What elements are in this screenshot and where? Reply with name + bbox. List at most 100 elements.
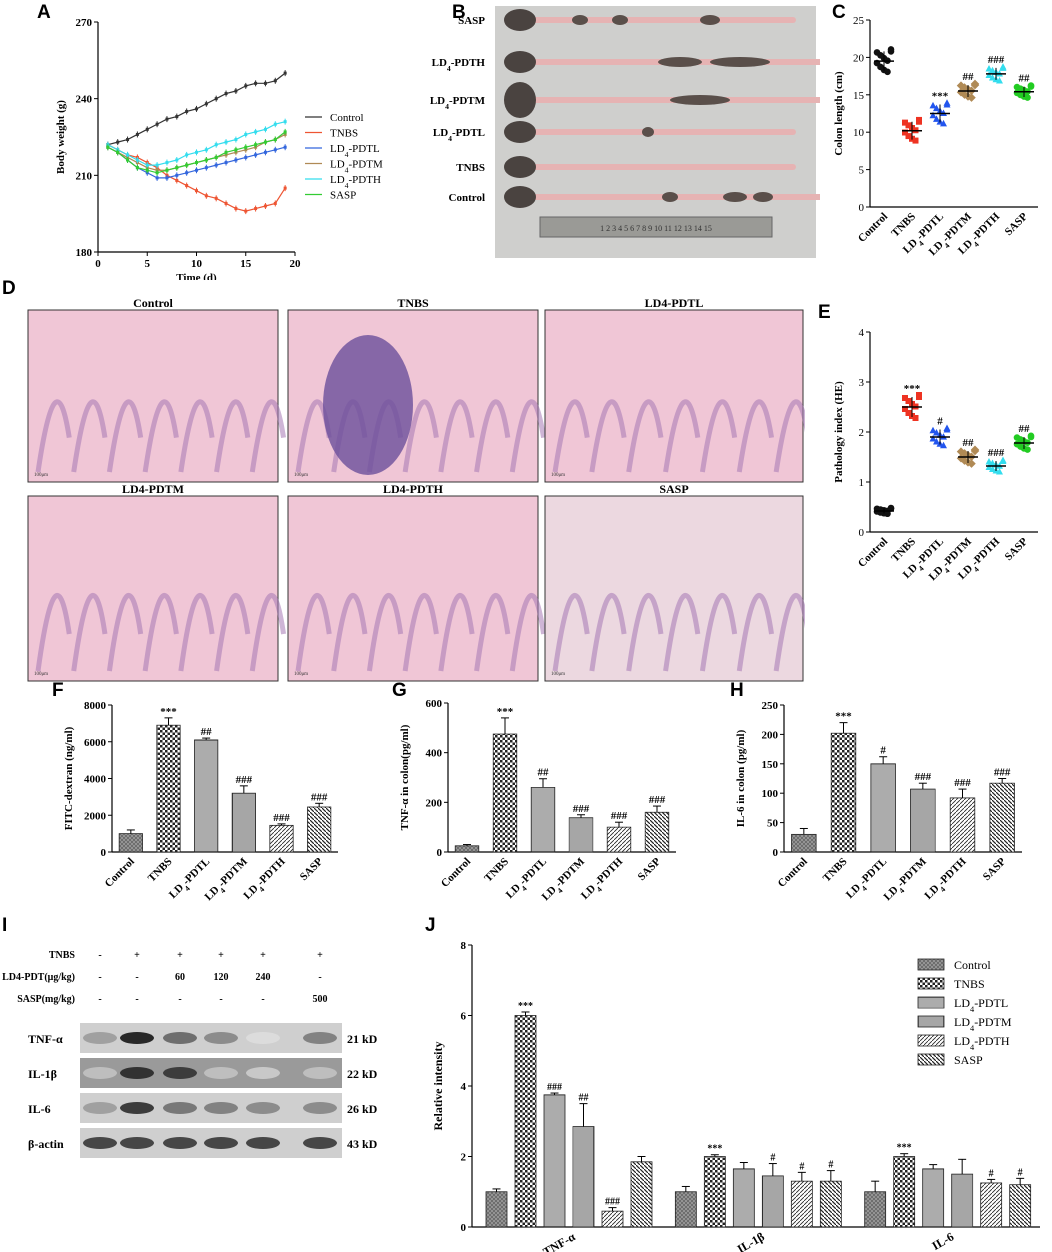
band-name: IL-6 — [28, 1102, 51, 1116]
significance-label: *** — [932, 91, 949, 103]
condition-value: 60 — [175, 972, 185, 983]
y-axis-label: Relative intensity — [431, 1042, 445, 1131]
significance-label: # — [1018, 1167, 1023, 1178]
bar — [454, 845, 480, 853]
significance-label: ## — [538, 767, 550, 779]
data-point — [960, 449, 969, 458]
y-tick-label: 8 — [461, 940, 467, 952]
data-point — [165, 161, 169, 165]
band-name: β-actin — [28, 1137, 64, 1151]
significance-label: ## — [1019, 73, 1031, 85]
crypt — [142, 399, 179, 473]
x-tick-label: Control — [439, 856, 473, 890]
lymphoid-infiltrate — [323, 335, 413, 475]
crypt — [552, 593, 590, 672]
scale-bar-label: 100μm — [34, 672, 48, 677]
y-tick-label: 1 — [859, 477, 865, 489]
condition-value: 500 — [313, 994, 328, 1005]
bar — [572, 1126, 595, 1228]
condition-value: + — [177, 950, 183, 961]
data-point — [283, 130, 287, 134]
bar — [791, 833, 817, 853]
y-tick-label: 180 — [76, 247, 93, 259]
data-point — [933, 104, 940, 112]
molecular-weight: 43 kD — [347, 1137, 378, 1151]
crypt — [589, 593, 627, 672]
protein-band — [303, 1032, 337, 1044]
significance-label: *** — [835, 711, 852, 723]
crypt — [106, 399, 144, 473]
y-tick-label: 240 — [76, 94, 93, 106]
condition-value: + — [134, 950, 140, 961]
significance-label: # — [937, 416, 943, 428]
y-tick-label: 150 — [762, 759, 779, 771]
data-point — [877, 52, 884, 59]
data-point — [933, 429, 940, 436]
data-point — [185, 153, 189, 157]
crypt — [249, 399, 287, 473]
crypt — [106, 593, 144, 672]
fecal-pellet — [723, 192, 747, 202]
data-point — [244, 132, 248, 136]
data-point — [244, 155, 248, 159]
panel-label-i: I — [2, 915, 8, 936]
data-point — [185, 171, 189, 175]
crypt — [626, 593, 664, 672]
x-tick-label: TNBS — [146, 856, 175, 885]
condition-label: SASP(mg/kg) — [17, 994, 75, 1005]
protein-band — [83, 1067, 117, 1079]
data-point — [244, 209, 248, 213]
western-blot: TNBS - + + + + + LD4-PDT(μg/kg) - - 60 120 240 - SASP(… — [2, 950, 378, 1158]
fecal-pellet — [662, 192, 678, 202]
crypt — [438, 593, 475, 672]
x-tick-label: LD4-PDTH — [922, 855, 971, 904]
condition-value: - — [135, 994, 138, 1005]
data-point — [185, 184, 189, 188]
data-point — [145, 127, 149, 131]
bar — [568, 817, 594, 853]
cecum — [504, 156, 536, 178]
significance-label: ## — [579, 1093, 589, 1104]
condition-value: - — [219, 994, 222, 1005]
y-tick-label: 600 — [426, 698, 443, 710]
significance-label: ### — [236, 774, 253, 786]
data-point — [234, 158, 238, 162]
data-point — [283, 120, 287, 124]
data-point — [940, 119, 947, 127]
bar — [989, 782, 1015, 853]
bar — [732, 1168, 755, 1228]
significance-label: ### — [915, 771, 932, 783]
fitc-dextran-bar-chart: 0 2000 4000 6000 8000 FITC-dextran (ng/ml) Con… — [63, 700, 338, 903]
panel-label-a: A — [37, 2, 51, 23]
y-tick-label: 3 — [859, 377, 865, 389]
crypt — [249, 593, 287, 672]
y-tick-label: 0 — [773, 847, 779, 859]
data-point — [135, 132, 139, 136]
photo-label: LD4-PDTL — [433, 127, 485, 143]
y-tick-label: 2 — [461, 1152, 467, 1164]
data-point — [273, 201, 277, 205]
data-point — [905, 122, 912, 129]
crypt — [474, 593, 511, 672]
condition-value: 120 — [214, 972, 229, 983]
y-axis-label: Colon length (cm) — [833, 71, 845, 156]
data-point — [905, 398, 912, 404]
bar — [1009, 1184, 1032, 1228]
cecum — [504, 121, 536, 143]
x-tick-label: SASP — [298, 855, 326, 883]
panel-label-j: J — [425, 915, 436, 936]
x-tick-label: 20 — [290, 258, 302, 270]
cecum — [504, 186, 536, 208]
il6-bar-chart: 0 50 100 150 200 250 IL-6 in colon (pg/ml) Cont… — [735, 700, 1022, 904]
panel-label-f: F — [52, 680, 64, 701]
significance-label: ### — [988, 447, 1005, 459]
data-point — [273, 138, 277, 142]
data-point — [912, 137, 919, 144]
legend-swatch — [917, 1053, 945, 1066]
colon-photo: SASP LD4-PDTH LD4-PDTM LD4-PDTL TNBS Control 1… — [430, 6, 820, 258]
tnf-alpha-bar-chart: 0 200 400 600 TNF-α in colon(pg/ml) Control **… — [399, 698, 676, 903]
protein-band — [204, 1032, 238, 1044]
significance-label: # — [770, 1153, 775, 1164]
histo-title-tnbs: TNBS — [397, 296, 429, 310]
data-point — [887, 505, 895, 512]
